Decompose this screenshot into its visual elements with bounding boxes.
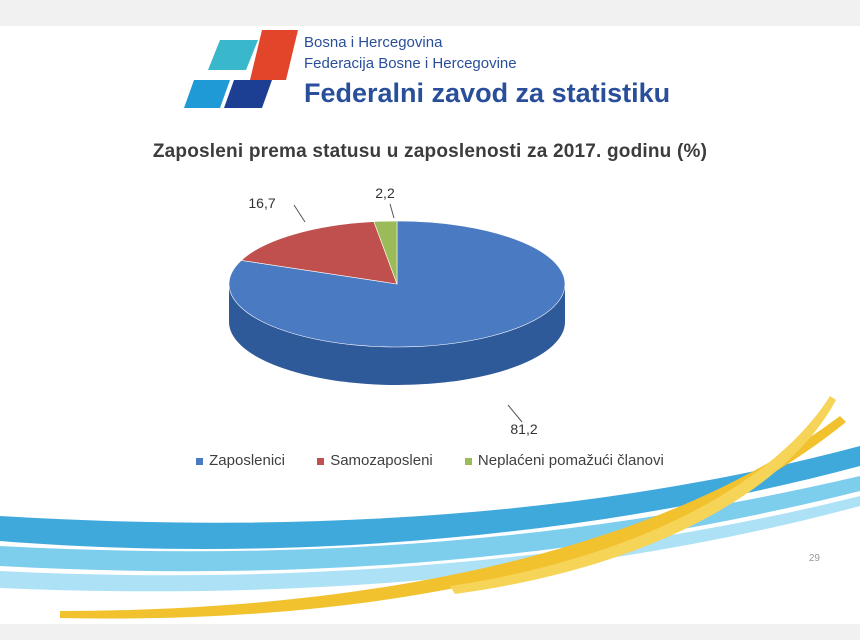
org-country: Bosna i Hercegovina bbox=[304, 34, 443, 51]
legend-marker-zaposlenici bbox=[196, 457, 204, 465]
legend-item-zaposlenici: Zaposlenici bbox=[196, 452, 285, 469]
data-label-1: 16,7 bbox=[248, 195, 275, 211]
org-institute: Federalni zavod za statistiku bbox=[304, 78, 671, 108]
data-label-0: 81,2 bbox=[510, 421, 537, 437]
legend-label-neplaceni: Neplaćeni pomažući članovi bbox=[477, 452, 664, 469]
leader-line-0 bbox=[507, 404, 523, 423]
pie-slice-0 bbox=[228, 220, 566, 348]
organization-header: Bosna i Hercegovina Federacija Bosne i H… bbox=[304, 32, 670, 110]
decorative-swoosh bbox=[0, 396, 860, 619]
pie-slice-1 bbox=[240, 221, 398, 285]
slide-number: 29 bbox=[808, 553, 820, 564]
legend-item-samozaposleni: Samozaposleni bbox=[317, 452, 433, 469]
pie-side-0 bbox=[229, 284, 565, 385]
slide: Bosna i Hercegovina Federacija Bosne i H… bbox=[0, 26, 860, 624]
chart-title: Zaposleni prema statusu u zaposlenosti z… bbox=[152, 141, 708, 162]
legend-marker-neplaceni bbox=[464, 457, 472, 465]
legend-marker-samozaposleni bbox=[317, 457, 325, 465]
pie-chart: 81,2 16,7 2,2 bbox=[228, 185, 566, 437]
chart-legend: Zaposlenici Samozaposleni Neplaćeni poma… bbox=[0, 452, 860, 469]
legend-item-neplaceni: Neplaćeni pomažući članovi bbox=[464, 452, 664, 469]
org-federation: Federacija Bosne i Hercegovine bbox=[304, 55, 517, 72]
legend-label-zaposlenici: Zaposlenici bbox=[209, 452, 286, 469]
legend-label-samozaposleni: Samozaposleni bbox=[330, 452, 433, 469]
logo-graphic bbox=[184, 30, 298, 108]
leader-line-2 bbox=[389, 203, 395, 219]
pie-slice-2 bbox=[373, 220, 398, 285]
leader-line-1 bbox=[293, 204, 306, 223]
data-label-2: 2,2 bbox=[375, 185, 395, 201]
